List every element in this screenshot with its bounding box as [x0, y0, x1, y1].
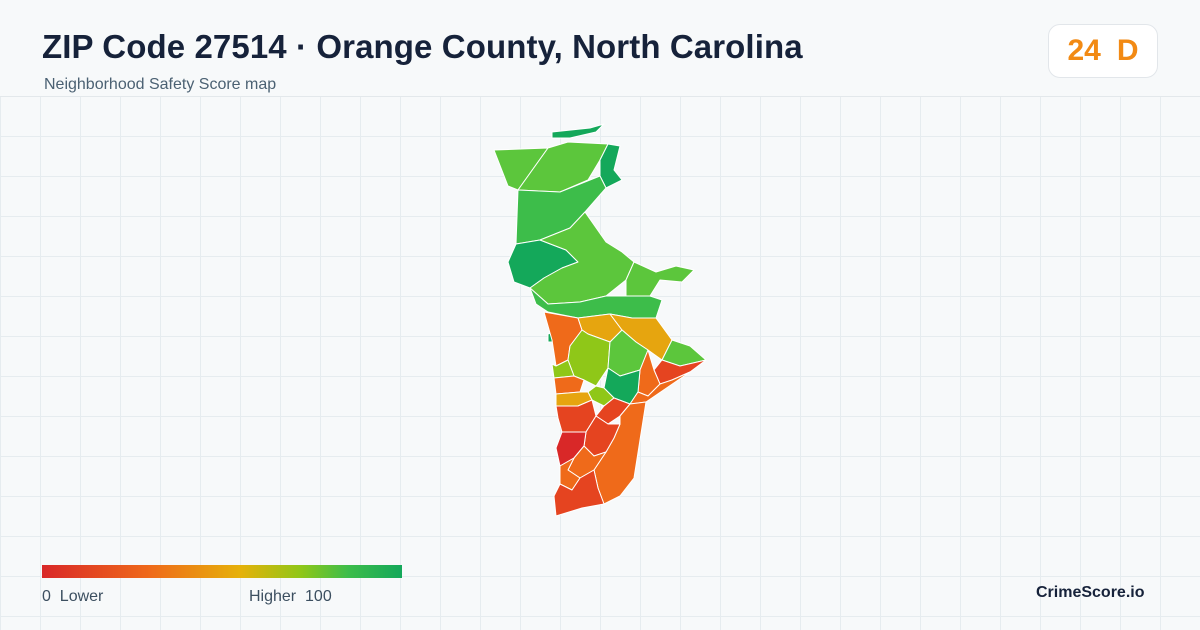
header-divider — [0, 96, 1200, 97]
legend-max-value: 100 — [305, 588, 332, 605]
page-title: ZIP Code 27514 · Orange County, North Ca… — [42, 28, 803, 65]
legend-low-label: 0 Lower — [42, 588, 103, 606]
map-region-east-arm[interactable] — [625, 261, 695, 297]
safety-score-value: 24 — [1067, 34, 1101, 67]
map-region-northeast-fringe[interactable] — [599, 143, 623, 189]
safety-score-legend-gradient — [42, 565, 402, 578]
brand-logo-text: CrimeScore.io — [1036, 584, 1145, 601]
map-region-north-strip[interactable] — [551, 123, 605, 139]
safety-score-grade: D — [1116, 34, 1139, 67]
safety-score-badge: 24 D — [1048, 24, 1158, 78]
map-region-mid-green[interactable] — [529, 287, 663, 319]
map-region-center-yellowgreen[interactable] — [567, 329, 611, 387]
legend-lower-text: Lower — [59, 588, 104, 605]
legend-high-label: Higher 100 — [249, 588, 332, 606]
legend-min-value: 0 — [42, 588, 51, 605]
page-subtitle: Neighborhood Safety Score map — [44, 76, 277, 93]
map-region-west-orange-band[interactable] — [553, 375, 585, 395]
map-region-west-yellowgreen[interactable] — [551, 359, 575, 379]
legend-higher-text: Higher — [249, 588, 297, 605]
map-region-south-tip-red[interactable] — [553, 469, 605, 517]
